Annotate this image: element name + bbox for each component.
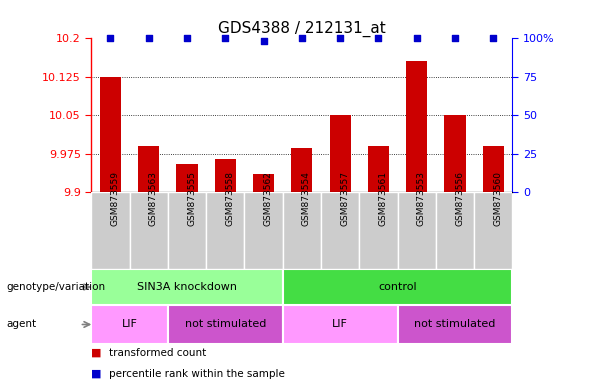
Text: control: control <box>378 282 417 292</box>
Text: GSM873557: GSM873557 <box>340 170 349 226</box>
Text: not stimulated: not stimulated <box>184 319 266 329</box>
Bar <box>91 305 168 344</box>
Text: GSM873556: GSM873556 <box>455 170 464 226</box>
Bar <box>206 192 244 269</box>
Text: GSM873553: GSM873553 <box>416 170 426 226</box>
Text: transformed count: transformed count <box>109 348 206 358</box>
Bar <box>398 305 512 344</box>
Bar <box>436 192 474 269</box>
Text: GSM873554: GSM873554 <box>302 171 311 225</box>
Bar <box>168 305 283 344</box>
Text: GSM873560: GSM873560 <box>493 170 502 226</box>
Text: SIN3A knockdown: SIN3A knockdown <box>137 282 237 292</box>
Text: LIF: LIF <box>332 319 348 329</box>
Bar <box>215 159 236 192</box>
Bar <box>292 149 312 192</box>
Point <box>373 35 383 41</box>
Point <box>297 35 306 41</box>
Bar <box>330 115 350 192</box>
Point <box>488 35 498 41</box>
Text: GSM873562: GSM873562 <box>263 171 273 225</box>
Point <box>335 35 345 41</box>
Bar <box>321 192 359 269</box>
Bar <box>253 174 274 192</box>
Bar <box>283 305 398 344</box>
Text: GSM873558: GSM873558 <box>225 170 234 226</box>
Bar <box>359 192 398 269</box>
Text: GSM873561: GSM873561 <box>378 170 388 226</box>
Text: ■: ■ <box>91 348 105 358</box>
Point <box>106 35 115 41</box>
Bar <box>91 192 130 269</box>
Bar <box>168 192 206 269</box>
Bar <box>130 192 168 269</box>
Text: GSM873555: GSM873555 <box>187 170 196 226</box>
Bar <box>100 77 121 192</box>
Bar <box>368 146 389 192</box>
Point <box>144 35 153 41</box>
Text: genotype/variation: genotype/variation <box>6 282 105 292</box>
Bar <box>483 146 504 192</box>
Bar <box>445 115 465 192</box>
Bar <box>474 192 512 269</box>
Point <box>259 38 268 45</box>
Bar <box>138 146 159 192</box>
Bar <box>283 269 512 305</box>
Text: LIF: LIF <box>122 319 137 329</box>
Point <box>220 35 230 41</box>
Text: not stimulated: not stimulated <box>414 319 496 329</box>
Point <box>183 35 192 41</box>
Bar <box>91 269 283 305</box>
Bar <box>398 192 436 269</box>
Text: agent: agent <box>6 319 36 329</box>
Bar <box>406 61 427 192</box>
Bar <box>177 164 197 192</box>
Text: ■: ■ <box>91 369 105 379</box>
Title: GDS4388 / 212131_at: GDS4388 / 212131_at <box>218 21 386 37</box>
Text: GSM873559: GSM873559 <box>111 170 120 226</box>
Text: percentile rank within the sample: percentile rank within the sample <box>109 369 285 379</box>
Text: GSM873563: GSM873563 <box>148 170 158 226</box>
Point <box>450 35 459 41</box>
Bar <box>244 192 283 269</box>
Bar <box>283 192 321 269</box>
Point <box>412 35 421 41</box>
